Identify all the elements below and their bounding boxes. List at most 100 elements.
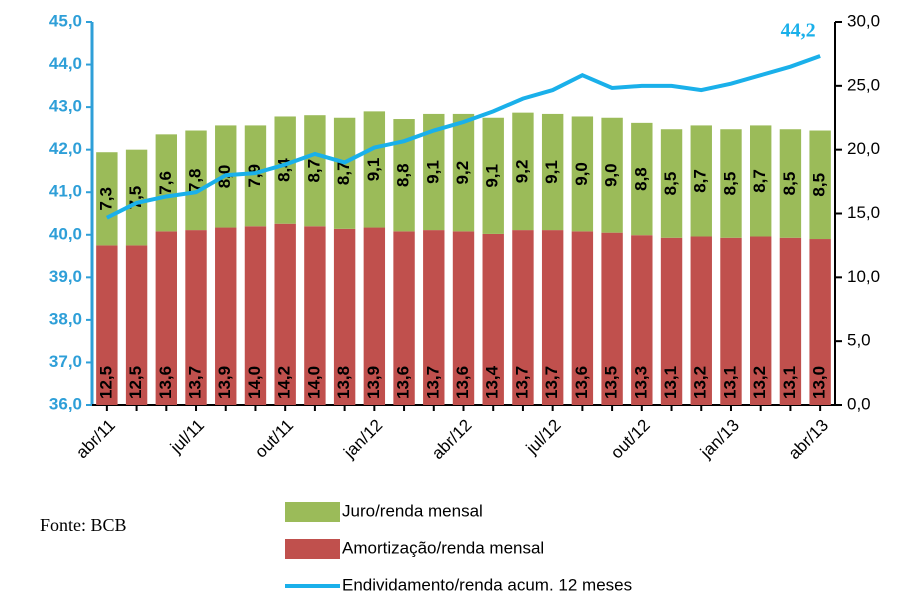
bar-segment — [690, 236, 712, 405]
y-tick-label: 43,0 — [49, 97, 82, 116]
bar-segment — [601, 232, 623, 405]
line-value-label: 44,2 — [781, 20, 816, 42]
bar-segment — [423, 230, 445, 405]
bar-segment — [393, 231, 415, 405]
x-tick-label: jan/12 — [339, 416, 386, 463]
bar-value-label: 13,8 — [334, 366, 353, 399]
bar-segment — [304, 115, 326, 227]
bar-value-label: 13,9 — [364, 366, 383, 399]
bar-value-label: 13,9 — [215, 366, 234, 399]
bar-segment — [185, 130, 207, 231]
bar-value-label: 13,1 — [780, 366, 799, 399]
bar-segment — [779, 129, 802, 238]
x-tick-label: abr/11 — [72, 416, 119, 463]
bar-segment — [333, 228, 356, 405]
bar-segment — [750, 125, 772, 237]
x-tick-label: abr/13 — [785, 416, 833, 464]
bar-segment — [631, 235, 653, 405]
y2-tick-label: 0,0 — [847, 394, 871, 413]
bar-value-label: 8,7 — [304, 159, 323, 183]
bar-segment — [541, 113, 564, 231]
bar-segment — [423, 113, 445, 231]
bar-segment — [96, 152, 118, 246]
y-tick-label: 39,0 — [49, 267, 82, 286]
bar-value-label: 9,0 — [572, 162, 591, 186]
bar-segment — [363, 111, 386, 228]
bar-value-label: 7,8 — [186, 168, 205, 192]
bar-segment — [809, 239, 831, 405]
bar-segment — [660, 237, 683, 405]
bar-segment — [660, 129, 683, 238]
bar-value-label: 8,7 — [750, 169, 769, 193]
bar-segment — [274, 223, 296, 405]
bar-value-label: 8,5 — [810, 173, 829, 197]
y2-tick-label: 5,0 — [847, 331, 871, 350]
bar-segment — [720, 237, 742, 405]
bar-value-label: 13,1 — [720, 366, 739, 399]
bar-value-label: 13,7 — [542, 366, 561, 399]
bar-segment — [125, 149, 148, 246]
bar-value-label: 8,7 — [691, 169, 710, 193]
bar-segment — [571, 116, 594, 232]
x-tick-label: jan/13 — [696, 416, 743, 463]
legend-swatch — [285, 502, 340, 522]
bar-segment — [244, 226, 267, 405]
bar-segment — [304, 226, 326, 405]
y-tick-label: 45,0 — [49, 11, 82, 30]
x-tick-label: jul/11 — [166, 416, 208, 458]
bar-segment — [601, 117, 623, 233]
bar-value-label: 13,6 — [572, 366, 591, 399]
bar-value-label: 8,8 — [631, 167, 650, 191]
x-tick-label: abr/12 — [428, 416, 476, 464]
bar-value-label: 7,9 — [245, 164, 264, 188]
bar-value-label: 9,1 — [542, 160, 561, 184]
bar-value-label: 8,5 — [661, 172, 680, 196]
bar-segment — [571, 231, 594, 405]
bar-value-label: 14,2 — [275, 366, 294, 399]
bar-segment — [155, 231, 177, 405]
y-tick-label: 36,0 — [49, 394, 82, 413]
bar-value-label: 13,2 — [750, 366, 769, 399]
y-tick-label: 41,0 — [49, 182, 82, 201]
bar-segment — [452, 113, 475, 232]
y2-tick-label: 20,0 — [847, 139, 880, 158]
bar-value-label: 12,5 — [96, 366, 115, 399]
bar-segment — [155, 134, 177, 232]
bar-value-label: 13,7 — [423, 366, 442, 399]
bar-value-label: 7,3 — [96, 187, 115, 211]
bar-value-label: 13,6 — [156, 366, 175, 399]
bar-segment — [482, 233, 504, 405]
bar-value-label: 13,6 — [394, 366, 413, 399]
legend-label: Endividamento/renda acum. 12 meses — [342, 575, 632, 594]
line — [105, 54, 821, 220]
bar-segment — [333, 117, 356, 229]
bar-segment — [541, 230, 564, 405]
bar-segment — [215, 227, 237, 405]
bar-value-label: 8,8 — [394, 163, 413, 187]
bar-value-label: 12,5 — [126, 366, 145, 399]
bar-value-label: 9,2 — [453, 161, 472, 185]
bar-segment — [274, 116, 296, 224]
x-tick-label: out/11 — [251, 416, 297, 462]
bar-value-label: 13,4 — [483, 365, 502, 399]
y-tick-label: 40,0 — [49, 224, 82, 243]
y2-tick-label: 10,0 — [847, 267, 880, 286]
bar-segment — [750, 236, 772, 405]
bar-value-label: 13,6 — [453, 366, 472, 399]
bar-segment — [631, 122, 653, 236]
legend-swatch — [285, 539, 340, 559]
x-tick-label: out/12 — [607, 416, 654, 463]
bar-value-label: 13,1 — [661, 366, 680, 399]
bar-value-label: 9,1 — [423, 160, 442, 184]
bar-segment — [96, 245, 118, 405]
bar-value-label: 13,3 — [631, 366, 650, 399]
bar-segment — [690, 125, 712, 237]
bar-value-label: 14,0 — [245, 366, 264, 399]
bar-segment — [512, 230, 534, 405]
bar-value-label: 8,5 — [780, 172, 799, 196]
bar-value-label: 8,7 — [334, 161, 353, 185]
bar-value-label: 8,5 — [720, 172, 739, 196]
legend-label: Juro/renda mensal — [342, 501, 483, 520]
source-note: Fonte: BCB — [40, 515, 127, 535]
